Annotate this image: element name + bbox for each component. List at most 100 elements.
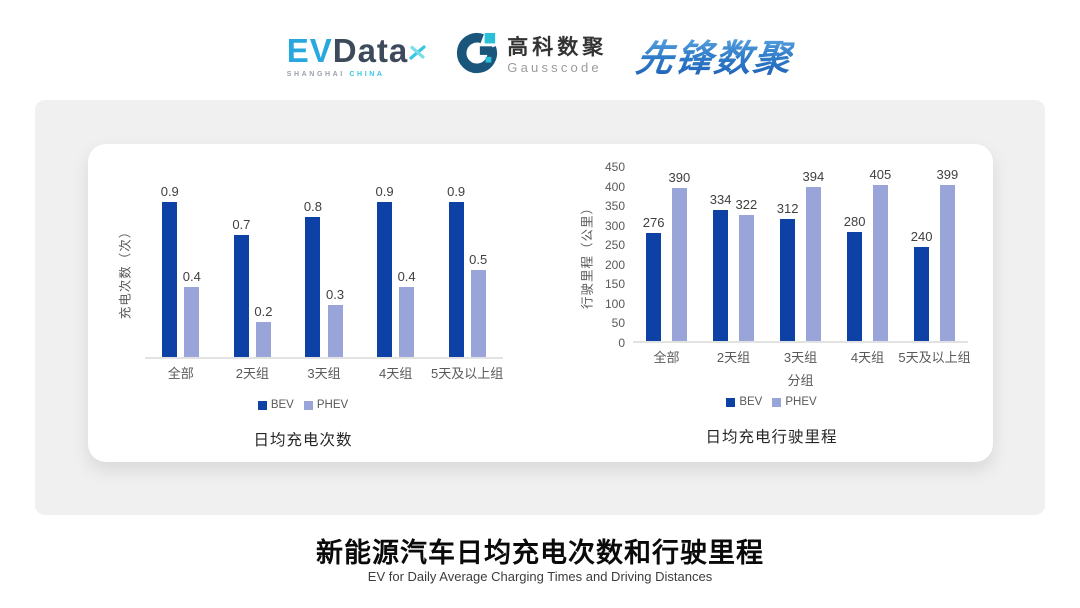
evdata-china: CHINA: [349, 70, 385, 78]
legend-label: BEV: [270, 399, 294, 411]
y-axis-ticks: 0 50 100 150 200 250 300 350 400 450: [597, 160, 633, 350]
y-axis-label-wrap: 行驶里程（公里）: [575, 167, 597, 343]
bar-value-label: 322: [735, 197, 758, 213]
gausscode-text: 高科数聚 Gausscode: [507, 36, 607, 75]
category-label: 5天及以上组: [431, 366, 504, 381]
chart-panel: 充电次数（次） 0.9 0.4 全部 0.7 0.2 2天组 0.8 0.3 3天组 0.9 0.4 4…: [35, 100, 1045, 515]
bar-phev: [327, 304, 343, 357]
evdata-wordmark: EV Data: [286, 31, 427, 69]
gausscode-en: Gausscode: [507, 59, 602, 75]
y-tick-label: 250: [604, 238, 625, 253]
chart-title: 日均充电次数: [253, 432, 353, 449]
plot-row: 行驶里程（公里） 0 50 100 150 200 250 300 350 400 450 276 39…: [575, 160, 971, 365]
category-label: 全部: [653, 350, 680, 365]
bar-wrap: 399: [937, 167, 958, 341]
legend-swatch-phev: [772, 397, 782, 407]
legend: BEV PHEV: [575, 396, 968, 408]
xianfeng-logo: 先锋数聚: [633, 28, 797, 82]
chart-title: 日均充电行驶里程: [705, 429, 838, 446]
y-tick-label: 400: [604, 179, 625, 194]
bar-value-label: 276: [642, 215, 665, 231]
bar-wrap: 0.2: [254, 184, 272, 357]
main-title: 新能源汽车日均充电次数和行驶里程: [316, 538, 764, 568]
category-label: 4天组: [850, 350, 885, 365]
plot-area: 0.9 0.4 全部 0.7 0.2 2天组 0.8 0.3 3天组 0.9 0.4 4天组 0.9 0.…: [145, 184, 503, 382]
bar-value-label: 240: [910, 229, 933, 245]
bar-wrap: 0.7: [232, 184, 250, 357]
chart-daily-driving-distance: 行驶里程（公里） 0 50 100 150 200 250 300 350 400 450 276 39…: [575, 160, 971, 447]
bar-value-label: 0.3: [325, 286, 345, 302]
evdata-subtext: SHANGHAI CHINA: [287, 71, 385, 78]
bar-group: 276 390 全部: [633, 167, 700, 365]
bar-phev: [470, 269, 486, 357]
legend-swatch-phev: [303, 400, 313, 410]
bar-wrap: 334: [710, 167, 732, 341]
legend-phev: PHEV: [303, 399, 348, 411]
y-axis-title: 行驶里程（公里）: [580, 200, 595, 310]
y-tick-label: 50: [611, 316, 625, 331]
legend-phev: PHEV: [772, 396, 817, 408]
bar-wrap: 394: [802, 167, 825, 341]
gausscode-icon: [456, 32, 498, 79]
y-axis-label-wrap: 充电次数（次）: [103, 184, 145, 359]
bar-wrap: 276: [643, 167, 665, 341]
bar-wrap: 0.9: [447, 184, 465, 357]
bar-wrap: 405: [870, 167, 891, 341]
legend-swatch-bev: [257, 400, 267, 410]
plot-area: 276 390 全部 334 322 2天组 312 394 3天组 280 405 4天组 240 39…: [633, 167, 971, 365]
y-tick-label: 100: [604, 296, 625, 311]
bar-bev: [780, 218, 796, 341]
category-label: 4天组: [378, 366, 413, 381]
bar-group: 240 399 5天及以上组: [898, 167, 970, 365]
legend-bev: BEV: [257, 399, 294, 411]
y-tick-label: 300: [604, 218, 625, 233]
bar-wrap: 0.4: [398, 184, 416, 357]
bar-wrap: 390: [669, 167, 690, 341]
bar-group: 0.7 0.2 2天组: [217, 184, 289, 382]
bar-phev: [872, 185, 888, 341]
legend-swatch-bev: [726, 397, 736, 407]
chart-daily-charging-times: 充电次数（次） 0.9 0.4 全部 0.7 0.2 2天组 0.8 0.3 3天组 0.9 0.4 4…: [103, 184, 504, 450]
category-label: 2天组: [716, 350, 751, 365]
bar-bev: [305, 217, 321, 357]
category-label: 3天组: [307, 366, 341, 381]
evdata-data-text: Data: [332, 31, 409, 69]
y-tick-label: 450: [604, 160, 625, 174]
bar-phev: [255, 322, 271, 357]
main-subtitle: EV for Daily Average Charging Times and …: [367, 569, 713, 584]
bar-wrap: 322: [735, 167, 758, 341]
legend-bev: BEV: [726, 396, 762, 408]
bar-phev: [671, 188, 687, 341]
bar-phev: [738, 215, 754, 341]
bar-bev: [233, 234, 249, 357]
bar-group: 0.8 0.3 3天组: [288, 184, 360, 381]
bar-value-label: 0.9: [447, 184, 466, 199]
y-tick-label: 0: [618, 336, 625, 350]
bar-bev: [847, 231, 863, 341]
evdata-logo: EV Data SHANGHAI CHINA: [286, 31, 427, 78]
category-label: 5天及以上组: [898, 350, 971, 365]
bar-group: 312 394 3天组: [767, 167, 834, 365]
bar-phev: [805, 186, 821, 341]
bar-wrap: 240: [911, 167, 933, 341]
gausscode-cn: 高科数聚: [507, 35, 608, 59]
bar-value-label: 394: [802, 168, 825, 184]
bar-group: 334 322 2天组: [700, 167, 767, 365]
x-axis-title: 分组: [787, 373, 814, 388]
y-tick-label: 350: [604, 199, 625, 214]
y-tick-label: 200: [604, 257, 625, 272]
bar-wrap: 0.4: [183, 184, 201, 357]
legend-label: PHEV: [785, 396, 817, 408]
evdata-ev-text: EV: [286, 31, 333, 69]
bar-bev: [377, 202, 393, 357]
bar-value-label: 312: [776, 200, 799, 216]
bar-group: 0.9 0.5 5天及以上组: [431, 184, 503, 381]
bar-value-label: 0.2: [254, 304, 273, 319]
bar-wrap: 312: [777, 167, 799, 341]
bar-wrap: 0.9: [376, 184, 394, 357]
bar-value-label: 0.9: [375, 184, 394, 199]
gausscode-logo: 高科数聚 Gausscode: [456, 32, 607, 79]
bar-bev: [162, 202, 178, 357]
bar-value-label: 0.4: [397, 269, 416, 284]
bar-value-label: 0.7: [232, 216, 251, 232]
